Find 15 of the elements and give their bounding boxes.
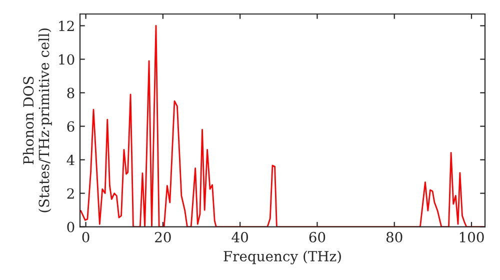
y-tick-label: 10: [59, 54, 74, 65]
y-tick-label: 4: [66, 154, 74, 166]
y-tick-label: 6: [67, 121, 74, 132]
x-axis-title: Frequency (THz): [224, 250, 341, 264]
x-tick-label: 60: [309, 232, 326, 242]
x-tick-label: 0: [82, 232, 90, 242]
x-tick-label: 80: [386, 232, 402, 242]
x-tick-label: 100: [460, 232, 484, 242]
x-tick-label: 20: [155, 232, 171, 242]
y-axis-title: Phonon DOS (States/THz·primitive cell): [22, 28, 52, 212]
y-tick-label: 0: [67, 222, 74, 232]
x-tick-label: 40: [232, 232, 248, 242]
y-tick-label: 2: [67, 188, 74, 199]
y-tick-label: 8: [67, 88, 74, 98]
y-tick-label: 12: [59, 20, 74, 32]
